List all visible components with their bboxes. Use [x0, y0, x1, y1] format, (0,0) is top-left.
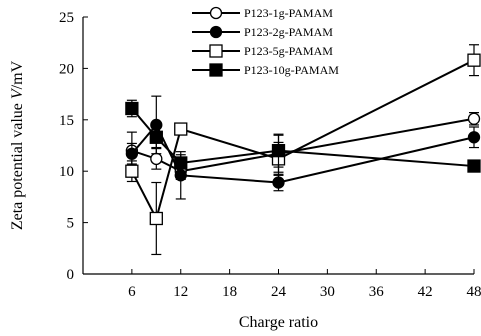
x-tick-label: 12 — [173, 284, 188, 300]
x-tick-label: 48 — [467, 284, 481, 300]
legend-item: P123-1g-PAMAM — [192, 6, 333, 20]
legend: P123-1g-PAMAM P123-2g-PAMAM P123-5g-PAMAM P… — [192, 6, 339, 77]
data-point — [272, 176, 285, 189]
data-point — [149, 130, 163, 144]
legend-label: P123-5g-PAMAM — [244, 44, 333, 58]
y-axis-title: Zeta potential value V/mV — [9, 60, 26, 230]
legend-marker — [209, 44, 223, 58]
y-tick-label: 25 — [59, 10, 74, 26]
data-point — [467, 159, 481, 173]
data-point — [271, 143, 286, 158]
x-tick-label: 24 — [271, 284, 287, 300]
y-tick-label: 20 — [59, 61, 74, 77]
series-line — [130, 59, 475, 222]
legend-item: P123-10g-PAMAM — [192, 63, 339, 77]
data-point — [467, 112, 481, 125]
legend-label: P123-2g-PAMAM — [244, 25, 333, 39]
y-tick-label: 15 — [59, 113, 74, 129]
x-tick-label: 30 — [320, 284, 335, 300]
legend-marker — [209, 63, 223, 77]
data-point — [125, 147, 139, 160]
series-3 — [125, 99, 481, 173]
data-point — [174, 122, 188, 136]
data-point — [149, 211, 163, 226]
legend-marker — [209, 6, 223, 20]
data-point — [467, 131, 481, 144]
axes: 0 5 10 15 20 25 6 12 18 24 30 36 42 48 — [59, 10, 481, 300]
x-axis-title: Charge ratio — [239, 314, 318, 331]
data-point — [125, 164, 139, 178]
x-tick-label: 18 — [222, 284, 237, 300]
legend-label: P123-1g-PAMAM — [244, 6, 333, 20]
data-point — [150, 152, 163, 166]
legend-item: P123-5g-PAMAM — [192, 44, 333, 58]
legend-label: P123-10g-PAMAM — [244, 63, 339, 77]
series-1 — [125, 95, 481, 200]
data-point — [125, 101, 139, 116]
x-tick-label: 6 — [128, 284, 136, 300]
y-tick-label: 0 — [67, 267, 75, 283]
x-tick-label: 36 — [369, 284, 385, 300]
series-layer — [125, 44, 481, 256]
y-tick-label: 5 — [67, 216, 75, 232]
y-tick-label: 10 — [59, 164, 74, 180]
legend-item: P123-2g-PAMAM — [192, 25, 333, 39]
data-point — [467, 53, 481, 67]
data-point — [174, 156, 188, 170]
legend-marker — [209, 25, 223, 39]
x-tick-label: 42 — [418, 284, 433, 300]
